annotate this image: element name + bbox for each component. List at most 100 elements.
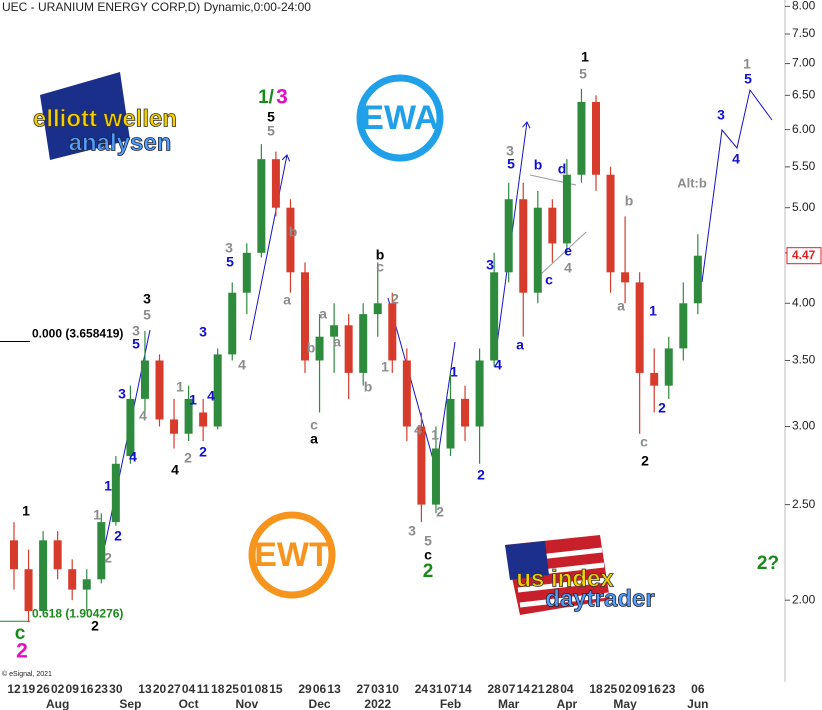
wave-label: 5 [744,71,752,87]
candle-body [330,325,339,337]
wave-label: a [617,298,625,314]
x-tick-label: 14 [517,682,531,696]
candle-body [242,252,251,293]
wave-label: c [376,259,384,275]
x-tick-label: 18 [589,682,603,696]
candle-body [446,398,455,449]
logo-text: elliott wellen [33,105,177,132]
wave-label: 2 [641,453,649,469]
y-tick-label: 5.50 [792,159,816,173]
wave-label: 4 [129,449,137,465]
candle-body [417,426,426,505]
wave-label: 3 [118,386,126,402]
y-tick-label: 3.00 [792,419,816,433]
y-tick-label: 2.00 [792,592,816,606]
candle-body [53,540,62,570]
x-tick-label: 20 [153,682,167,696]
projection-line [249,155,287,341]
candle-body [344,325,353,373]
logo-text: us index [516,565,614,592]
x-month-label: 2022 [364,697,391,710]
candle-body [271,159,280,208]
candle-body [126,398,135,457]
candle-body [461,398,470,427]
wave-label: c [424,547,432,563]
candle-body [199,412,208,427]
wave-label: b [289,224,298,240]
wave-label: a [310,431,318,447]
wave-label: 1/ [258,87,275,108]
candle-body [10,540,18,570]
x-tick-label: 28 [546,682,560,696]
wave-label: 3 [506,143,514,159]
x-tick-label: 04 [182,682,196,696]
y-tick-label: 7.00 [792,56,816,70]
wave-label: 5 [143,307,151,323]
candle-body [24,569,33,612]
wave-label: a [516,337,524,353]
wave-label: 2 [436,504,444,520]
wave-label: 4 [171,462,179,478]
x-tick-label: 23 [662,682,676,696]
y-tick-label: 8.00 [792,0,816,13]
candle-body [68,569,77,590]
wave-label: 4 [732,151,740,167]
logo-flag [40,72,130,160]
candle-body [592,101,600,175]
wave-label: a [319,306,327,322]
x-tick-label: 09 [66,682,80,696]
wave-label: 2 [199,444,207,460]
wave-label: b [534,157,543,173]
x-tick-label: 09 [633,682,647,696]
logo-ring [356,74,444,162]
wave-label: 1 [649,303,657,319]
wave-label: 4 [494,357,502,373]
wave-label: 3 [408,523,416,539]
x-tick-label: 27 [357,682,371,696]
x-tick-label: 19 [22,682,36,696]
logo-text: EWA [361,99,438,137]
wave-label: a [283,292,291,308]
wave-label: 3 [276,86,288,109]
wave-label: 2 [658,400,666,416]
x-tick-label: 29 [298,682,312,696]
wave-label: 4 [238,357,246,373]
x-tick-label: 06 [691,682,705,696]
candle-body [635,282,644,373]
wave-label: 3 [143,291,151,307]
wave-label: b [376,247,385,263]
wave-label: 3 [486,257,494,273]
candle-body [39,540,48,612]
candle-body [562,174,571,244]
wave-label: 2 [477,467,485,483]
candle-body [664,348,673,386]
x-month-label: Oct [179,697,199,710]
x-month-label: May [613,697,637,710]
candle-body [679,303,688,349]
x-tick-label: 27 [167,682,181,696]
x-tick-label: 02 [618,682,632,696]
x-tick-label: 03 [371,682,385,696]
wave-label: b [625,193,634,209]
logo-canton [505,541,549,580]
wave-label: c [15,623,26,644]
candle-body [693,255,702,304]
wave-label: 3 [225,240,233,256]
wave-label: 1 [431,427,439,443]
wave-label: 1 [581,49,589,65]
wave-label: 1 [93,507,101,523]
last-price-label: 4.47 [792,248,816,262]
wave-label: 3 [132,323,140,339]
wave-label: c [310,417,318,433]
x-tick-label: 16 [648,682,662,696]
wave-label: 2 [184,450,192,466]
wave-label: 5 [267,123,275,139]
x-tick-label: 18 [211,682,225,696]
wave-label: c [545,272,553,288]
x-tick-label: 08 [255,682,269,696]
y-tick-label: 4.00 [792,295,816,309]
x-tick-label: 13 [327,682,341,696]
level-label: 0.000 (3.658419) [32,327,123,341]
candle-body [606,174,615,273]
